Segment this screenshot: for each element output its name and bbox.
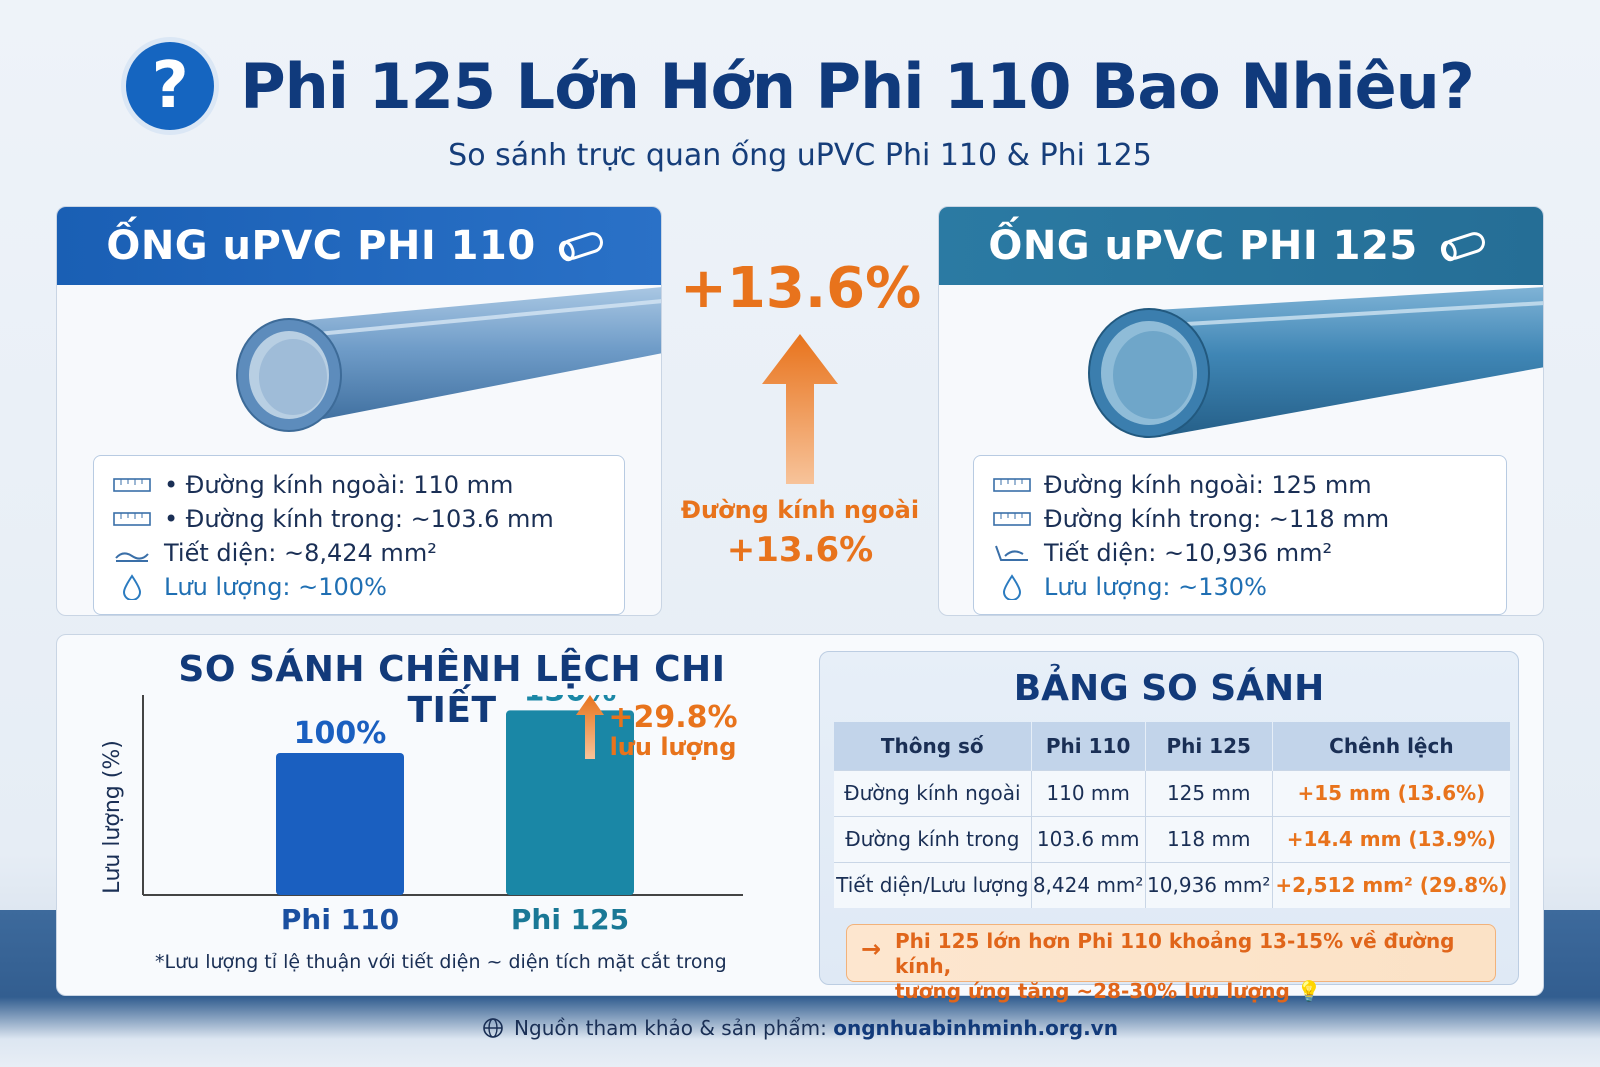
callout-line-2: tương ứng tăng ~28-30% lưu lượng [895,979,1290,1003]
flow-bar-chart: Lưu lượng (%) 100% Phi 110 130% Phi 125 +29… [100,695,743,936]
table-cell-diff: +2,512 mm² (29.8%) [1271,861,1510,908]
pipe-icon [1440,232,1485,262]
lightbulb-icon: 💡 [1296,979,1322,1003]
increase-value: +13.6% [726,530,874,570]
page-subtitle: So sánh trực quan ống uPVC Phi 110 & Phi… [448,138,1152,173]
pipe-card-phi-125: ỐNG uPVC PHI 125 Đường kính ngoài: 125 m… [938,206,1544,616]
annotation-label: lưu lượng [610,733,737,761]
comparison-panel: SO SÁNH CHÊNH LỆCH CHI TIẾT Lưu lượng (%… [56,634,1544,1003]
annotation-value: +29.8% [608,700,737,735]
pipe-card-header: ỐNG uPVC PHI 110 [57,207,661,285]
question-circle-icon: ? [126,42,215,130]
bar-phi-125 [506,710,634,895]
spec-outer-diameter: • Đường kính ngoài: 110 mm [110,468,608,502]
pipe-card-title: ỐNG uPVC PHI 110 [106,223,536,269]
spec-inner-diameter: Đường kính trong: ~118 mm [990,502,1490,536]
table-title: BẢNG SO SÁNH [1013,668,1325,709]
table-cell: 125 mm [1144,769,1273,816]
chart-title: SO SÁNH CHÊNH LỆCH CHI TIẾT [178,649,726,731]
table-row: Đường kính ngoài 110 mm 125 mm +15 mm (1… [834,769,1510,816]
spec-inner-diameter: • Đường kính trong: ~103.6 mm [110,502,608,536]
pipe-illustration-phi-125 [939,287,1543,457]
ruler-icon [110,478,154,492]
footer: Nguồn tham khảo & sản phẩm: ongnhuabinhm… [0,1016,1600,1040]
table-row: Đường kính trong 103.6 mm 118 mm +14.4 m… [834,815,1510,862]
pipe-card-phi-110: ỐNG uPVC PHI 110 • Đường kính ngoài: 110… [56,206,662,616]
spec-list: • Đường kính ngoài: 110 mm • Đường kính … [93,455,625,615]
table-cell: 110 mm [1030,769,1146,816]
table-cell: Đường kính trong [834,815,1032,862]
spec-flow: Lưu lượng: ~130% [990,570,1490,604]
cross-section-icon [990,542,1034,564]
table-cell: 8,424 mm² [1030,861,1146,908]
table-cell: Tiết diện/Lưu lượng [834,861,1032,908]
up-arrow-icon [762,334,838,484]
water-drop-icon [110,574,154,600]
pipe-card-header: ỐNG uPVC PHI 125 [939,207,1543,285]
comparison-table: Thông số Phi 110 Phi 125 Chênh lệch Đườn… [834,722,1510,908]
comparison-table-box: BẢNG SO SÁNH Thông số Phi 110 Phi 125 Ch… [819,651,1519,1003]
spec-cross-section: Tiết diện: ~10,936 mm² [990,536,1490,570]
x-tick-label: Phi 110 [281,903,399,936]
spec-outer-diameter: Đường kính ngoài: 125 mm [990,468,1490,502]
page-title: Phi 125 Lớn Hớn Phi 110 Bao Nhiêu? [240,49,1475,123]
table-header-row: Thông số Phi 110 Phi 125 Chênh lệch [834,722,1510,770]
up-arrow-icon [576,695,604,759]
ruler-icon [990,512,1034,526]
footer-link[interactable]: ongnhuabinhminh.org.vn [833,1016,1118,1040]
spec-cross-section: Tiết diện: ~8,424 mm² [110,536,608,570]
table-header: Thông số [834,722,1032,770]
arrow-right-icon: → [861,935,882,963]
bar-phi-110 [276,753,404,895]
table-header: Chênh lệch [1271,722,1510,770]
callout-line-1: Phi 125 lớn hơn Phi 110 khoảng 13-15% về… [895,929,1455,978]
chart-footnote: *Lưu lượng tỉ lệ thuận với tiết diện ~ d… [155,951,727,973]
spec-list: Đường kính ngoài: 125 mm Đường kính tron… [973,455,1507,615]
pipe-illustration-phi-110 [57,287,661,457]
summary-callout: → Phi 125 lớn hơn Phi 110 khoảng 13-15% … [846,924,1496,1003]
table-row: Tiết diện/Lưu lượng 8,424 mm² 10,936 mm²… [834,861,1510,908]
y-axis-label: Lưu lượng (%) [100,740,125,894]
ruler-icon [110,512,154,526]
table-cell: Đường kính ngoài [834,769,1032,816]
table-cell-diff: +15 mm (13.6%) [1271,769,1510,816]
increase-label: Đường kính ngoài [680,496,920,524]
diameter-increase-indicator: +13.6% Đường kính ngoài +13.6% [680,256,922,576]
flow-increase-annotation: +29.8% lưu lượng [576,695,738,761]
table-header: Phi 125 [1144,722,1273,770]
table-cell-diff: +14.4 mm (13.9%) [1271,815,1510,862]
table-cell: 118 mm [1144,815,1273,862]
bar-value-label: 100% [294,716,387,751]
table-cell: 103.6 mm [1030,815,1146,862]
bar-value-label: 130% [524,695,617,708]
pipe-card-title: ỐNG uPVC PHI 125 [988,223,1418,269]
header: ? Phi 125 Lớn Hớn Phi 110 Bao Nhiêu? [0,36,1600,136]
table-header: Phi 110 [1030,722,1146,770]
spec-flow: Lưu lượng: ~100% [110,570,608,604]
water-drop-icon [990,574,1034,600]
table-cell: 10,936 mm² [1144,861,1273,908]
x-tick-label: Phi 125 [511,903,629,936]
ruler-icon [990,478,1034,492]
pipe-icon [558,232,603,262]
globe-icon [483,1018,503,1038]
increase-value-top: +13.6% [680,256,922,321]
footer-label: Nguồn tham khảo & sản phẩm: [514,1016,827,1040]
cross-section-icon [110,542,154,564]
